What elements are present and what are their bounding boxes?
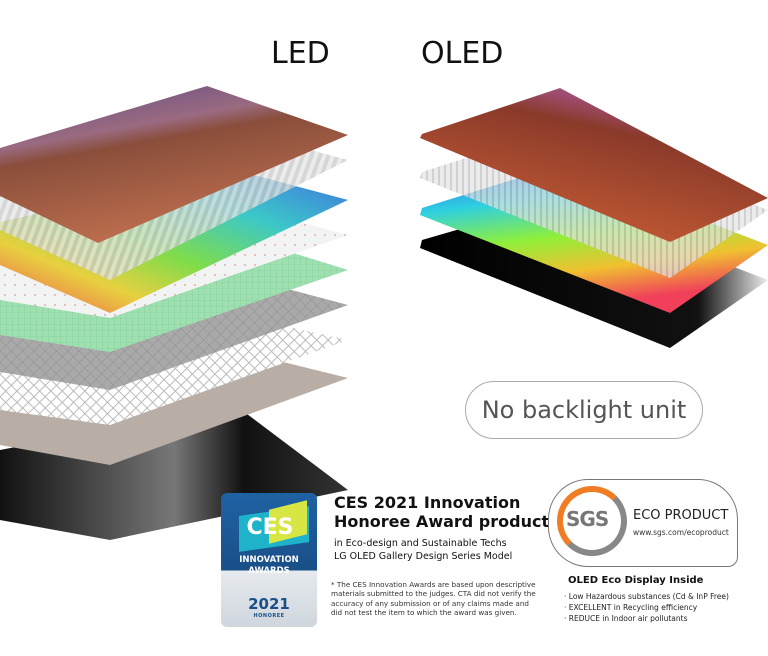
ces-innovation-badge: CES INNOVATION AWARDS 2021 HONOREE [221, 493, 317, 627]
led-lattice-sheet [0, 315, 348, 425]
sgs-ring-icon [557, 486, 627, 556]
ces-badge-title: INNOVATION AWARDS [239, 555, 299, 576]
eco-benefit-item: · REDUCE in Indoor air pollutants [564, 614, 688, 623]
ces-badge-honoree: HONOREE [253, 613, 285, 619]
oled-desert-image-panel [420, 88, 768, 242]
eco-heading: OLED Eco Display Inside [568, 575, 704, 586]
eco-benefit-item: · EXCELLENT in Recycling efficiency [564, 603, 698, 612]
ces-disclaimer: * The CES Innovation Awards are based up… [331, 580, 536, 618]
ces-subtitle: in Eco-design and Sustainable Techs LG OL… [334, 538, 513, 562]
led-beige-sheet [0, 350, 348, 465]
ces-headline: CES 2021 Innovation Honoree Award product [334, 493, 550, 531]
led-gray-grid-sheet [0, 275, 348, 390]
sgs-url: www.sgs.com/ecoproduct [633, 528, 729, 537]
eco-benefit-item: · Low Hazardous substances (Cd & InP Fre… [564, 592, 729, 601]
eco-benefits-list: · Low Hazardous substances (Cd & InP Fre… [564, 591, 729, 624]
sgs-eco-label: ECO PRODUCT [633, 508, 729, 523]
ces-badge-year: 2021 [248, 595, 290, 613]
no-backlight-callout: No backlight unit [465, 381, 703, 439]
sgs-eco-product-badge: SGS ECO PRODUCT www.sgs.com/ecoproduct [548, 479, 738, 567]
sgs-logo: SGS [566, 507, 609, 531]
ces-logo-text: CES [246, 515, 294, 540]
led-desert-image-panel [0, 86, 348, 243]
led-title: LED [271, 36, 330, 71]
oled-title: OLED [421, 36, 504, 71]
